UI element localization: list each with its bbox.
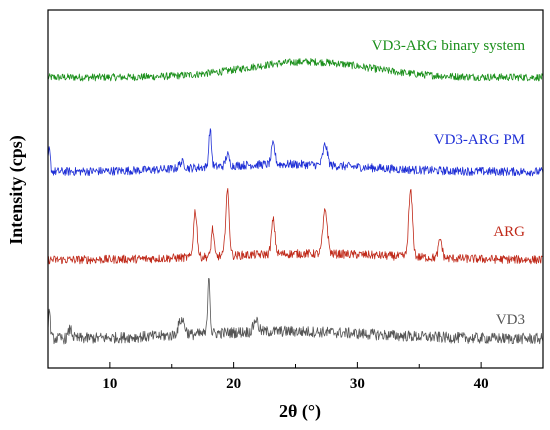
series-label-2: ARG: [493, 224, 525, 240]
x-tick-label: 40: [474, 376, 489, 392]
diffraction-traces: [47, 58, 544, 345]
series-label-0: VD3-ARG binary system: [372, 38, 526, 54]
x-tick-label: 10: [102, 376, 117, 392]
y-axis-label: Intensity (cps): [6, 135, 27, 245]
x-tick-label: 30: [350, 376, 365, 392]
series-line-3: [47, 277, 544, 345]
series-line-1: [47, 128, 544, 177]
series-label-3: VD3: [496, 312, 525, 328]
x-axis-label: 2θ (°): [279, 401, 321, 422]
x-axis-ticks: 10 20 30 40: [47, 362, 544, 392]
series-label-1: VD3-ARG PM: [434, 132, 525, 148]
series-line-0: [47, 58, 544, 82]
x-tick-label: 20: [226, 376, 241, 392]
series-line-2: [47, 187, 544, 265]
series-labels: VD3-ARG binary system VD3-ARG PM ARG VD3: [372, 38, 526, 328]
